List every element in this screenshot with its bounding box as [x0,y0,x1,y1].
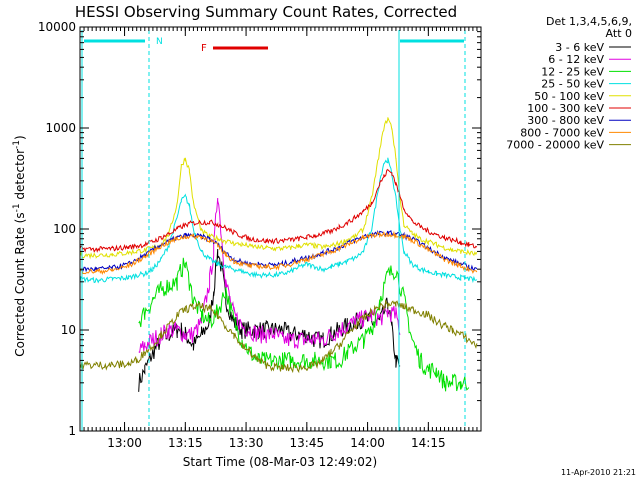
legend-header: Det 1,3,4,5,6,9, [546,15,632,28]
annotation-layer: NF [81,30,466,431]
y-tick-label: 1 [68,424,76,438]
legend-header: Att 0 [606,27,632,40]
y-axis-label-main: Corrected Count Rate (s [13,212,27,356]
x-tick-label: 14:15 [411,436,446,450]
legend-entry-label: 800 - 7000 keV [520,126,604,139]
x-axis-label: Start Time (08-Mar-03 12:49:02) [183,455,377,469]
series-line [79,230,478,275]
series-line [79,298,478,374]
legend-entry-label: 6 - 12 keV [548,53,604,66]
series-line [79,117,478,260]
y-axis-label: Corrected Count Rate (s-1 detector-1) [12,135,27,356]
y-tick-label: 100 [53,222,76,236]
y-tick-label: 10 [61,323,76,337]
flare-label: F [201,43,207,54]
series-line [138,197,401,354]
chart-title: HESSI Observing Summary Count Rates, Cor… [75,3,457,21]
x-tick-label: 13:00 [107,436,142,450]
legend-entry-label: 100 - 300 keV [527,102,604,115]
x-tick-label: 13:15 [168,436,203,450]
y-axis-label-sup1: -1 [12,203,22,212]
y-axis-label-mid: detector [13,149,27,204]
legend-entry-label: 25 - 50 keV [541,78,604,91]
series-line [79,157,478,284]
x-tick-label: 14:00 [350,436,385,450]
series-layer [79,117,478,392]
y-tick-label: 10000 [38,20,76,34]
legend-entry-label: 7000 - 20000 keV [506,139,604,152]
legend-entry-label: 300 - 800 keV [527,114,604,127]
axes-layer: 1 10 100 1000 10000 13:00 13:15 13:30 13:45 14:00… [38,20,482,450]
x-tick-label: 13:30 [229,436,264,450]
svg-text:Corrected Count Rate (s-1 dete: Corrected Count Rate (s-1 detector-1) [12,135,27,356]
legend-entry-label: 3 - 6 keV [555,41,604,54]
series-line [138,257,470,392]
footer-timestamp: 11-Apr-2010 21:21 [561,468,636,477]
legend-entry-label: 50 - 100 keV [534,90,604,103]
y-axis-label-end: ) [13,135,27,140]
night-label: N [156,37,163,47]
y-tick-label: 1000 [45,121,76,135]
y-axis-label-sup2: -1 [12,140,22,149]
legend-entry-label: 12 - 25 keV [541,65,604,78]
x-tick-label: 13:45 [290,436,325,450]
